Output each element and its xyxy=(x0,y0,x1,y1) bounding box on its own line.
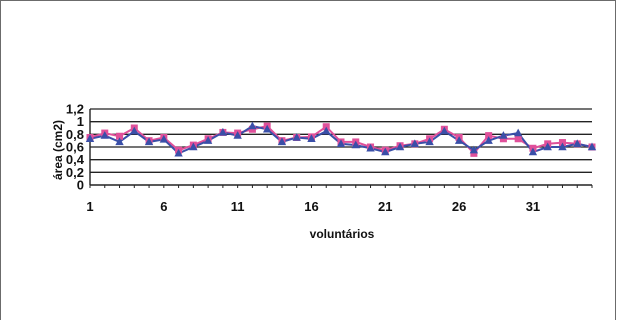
data-point-triangle xyxy=(513,128,523,137)
series-markers xyxy=(85,121,597,157)
data-point-triangle xyxy=(587,142,597,151)
data-point-triangle xyxy=(85,134,95,142)
y-axis-label: área (cm2) xyxy=(51,120,65,180)
x-tick-label: 16 xyxy=(304,199,318,214)
data-point-triangle xyxy=(189,142,198,151)
data-point-triangle xyxy=(454,136,464,144)
data-point-triangle xyxy=(528,147,538,156)
data-point-square xyxy=(116,132,124,140)
data-point-triangle xyxy=(499,131,508,139)
axes xyxy=(89,109,593,188)
data-point-triangle xyxy=(174,148,183,157)
data-point-triangle xyxy=(469,145,479,154)
data-point-triangle xyxy=(440,126,449,135)
data-point-triangle xyxy=(543,142,552,151)
x-tick-label: 26 xyxy=(452,199,466,214)
x-tick-label: 31 xyxy=(526,199,540,214)
data-point-triangle xyxy=(277,137,287,146)
x-axis-label: voluntários xyxy=(310,227,375,241)
data-point-triangle xyxy=(233,131,242,139)
data-point-triangle xyxy=(218,127,228,136)
data-point-triangle xyxy=(262,124,272,133)
data-point-triangle xyxy=(410,139,420,148)
x-tick-label: 11 xyxy=(231,199,245,214)
data-point-triangle xyxy=(130,126,139,135)
data-point-triangle xyxy=(248,121,257,130)
y-tick-label: 0 xyxy=(77,178,84,193)
x-tick-labels: 1 6 11 16 21 26 31 xyxy=(86,199,540,214)
x-tick-label: 1 xyxy=(86,199,93,214)
y-tick-label: 1,2 xyxy=(66,102,84,117)
data-point-triangle xyxy=(425,137,434,146)
data-point-triangle xyxy=(203,136,213,144)
y-tick-label: 0,8 xyxy=(66,127,84,142)
x-tick-label: 6 xyxy=(160,199,167,214)
data-point-square xyxy=(485,132,493,140)
data-point-triangle xyxy=(336,139,346,148)
data-point-triangle xyxy=(351,140,360,149)
y-tick-label: 0,2 xyxy=(66,165,84,180)
data-point-triangle xyxy=(381,147,390,156)
data-point-triangle xyxy=(115,137,124,146)
data-point-triangle xyxy=(159,134,169,143)
data-point-triangle xyxy=(144,137,154,146)
data-point-triangle xyxy=(292,133,301,141)
data-point-triangle xyxy=(484,136,493,144)
data-point-triangle xyxy=(307,134,316,142)
data-point-triangle xyxy=(366,143,375,152)
y-tick-label: 0,6 xyxy=(66,140,84,155)
data-point-triangle xyxy=(322,126,331,135)
data-point-triangle xyxy=(100,131,109,139)
x-tick-label: 21 xyxy=(378,199,392,214)
data-point-triangle xyxy=(573,139,582,148)
data-point-triangle xyxy=(558,142,567,151)
y-tick-label: 0,4 xyxy=(66,152,85,167)
data-point-triangle xyxy=(395,142,405,151)
data-point-square xyxy=(514,135,522,143)
y-tick-label: 1 xyxy=(77,114,84,129)
y-tick-labels: 00,20,40,60,811,2 xyxy=(66,102,85,193)
